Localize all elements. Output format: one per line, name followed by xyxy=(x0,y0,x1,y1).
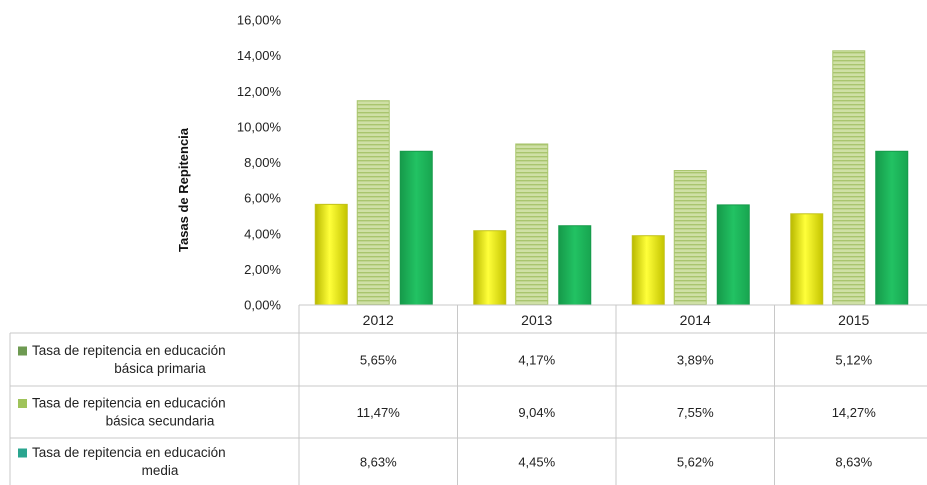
y-tick-label: 6,00% xyxy=(244,191,281,206)
bar-series-3 xyxy=(558,225,592,306)
table-cell-value: 14,27% xyxy=(832,405,877,420)
table-cell-value: 5,62% xyxy=(677,455,714,470)
table-cell-value: 8,63% xyxy=(835,455,872,470)
legend-swatch xyxy=(18,399,27,408)
plot-area xyxy=(314,50,909,306)
y-tick-label: 12,00% xyxy=(237,84,282,99)
y-tick-label: 10,00% xyxy=(237,119,282,134)
y-tick-label: 8,00% xyxy=(244,155,281,170)
table-cell-value: 4,17% xyxy=(518,353,555,368)
legend-label: Tasa de repitencia en educación xyxy=(32,445,226,460)
data-table: 2012 2013 2014 2015 Tasa de repitencia en ed… xyxy=(9,304,927,485)
y-tick-label: 16,00% xyxy=(237,13,282,28)
y-axis: 0,00% 2,00% 4,00% 6,00% 8,00% 10,00% 12,00% 14,… xyxy=(237,13,282,313)
table-cell-value: 3,89% xyxy=(677,353,714,368)
bar-series-2 xyxy=(832,50,866,306)
bar-series-3 xyxy=(716,204,750,306)
table-cell-value: 9,04% xyxy=(518,405,555,420)
bar-series-3 xyxy=(399,150,433,306)
legend-label: Tasa de repitencia en educación xyxy=(32,343,226,358)
y-tick-label: 14,00% xyxy=(237,48,282,63)
bar-series-1 xyxy=(790,213,824,306)
table-cell-value: 5,12% xyxy=(835,353,872,368)
y-axis-title: Tasas de Repitencia xyxy=(176,127,191,252)
table-cell-value: 4,45% xyxy=(518,455,555,470)
legend-label: básica secundaria xyxy=(106,414,215,429)
x-tick-label: 2014 xyxy=(680,312,711,328)
table-cell-value: 7,55% xyxy=(677,405,714,420)
legend-swatch xyxy=(18,448,27,458)
bar-series-2 xyxy=(515,143,549,306)
bar-series-2 xyxy=(356,100,390,306)
x-tick-label: 2012 xyxy=(363,312,394,328)
table-cell-value: 11,47% xyxy=(357,405,401,420)
x-tick-label: 2013 xyxy=(521,312,552,328)
bar-series-1 xyxy=(473,230,507,306)
bar-series-2 xyxy=(673,170,707,306)
x-tick-label: 2015 xyxy=(838,312,869,328)
legend-label: media xyxy=(142,463,179,478)
table-cell-value: 8,63% xyxy=(360,455,397,470)
y-tick-label: 2,00% xyxy=(244,262,281,277)
legend-label: Tasa de repitencia en educación xyxy=(32,396,226,411)
y-tick-label: 0,00% xyxy=(244,298,281,313)
legend-swatch xyxy=(18,346,27,356)
bar-series-3 xyxy=(875,150,909,306)
table-cell-value: 5,65% xyxy=(360,353,397,368)
legend-label: básica primaria xyxy=(114,361,206,376)
bar-series-1 xyxy=(314,203,348,306)
y-tick-label: 4,00% xyxy=(244,226,281,241)
bar-series-1 xyxy=(631,235,665,306)
